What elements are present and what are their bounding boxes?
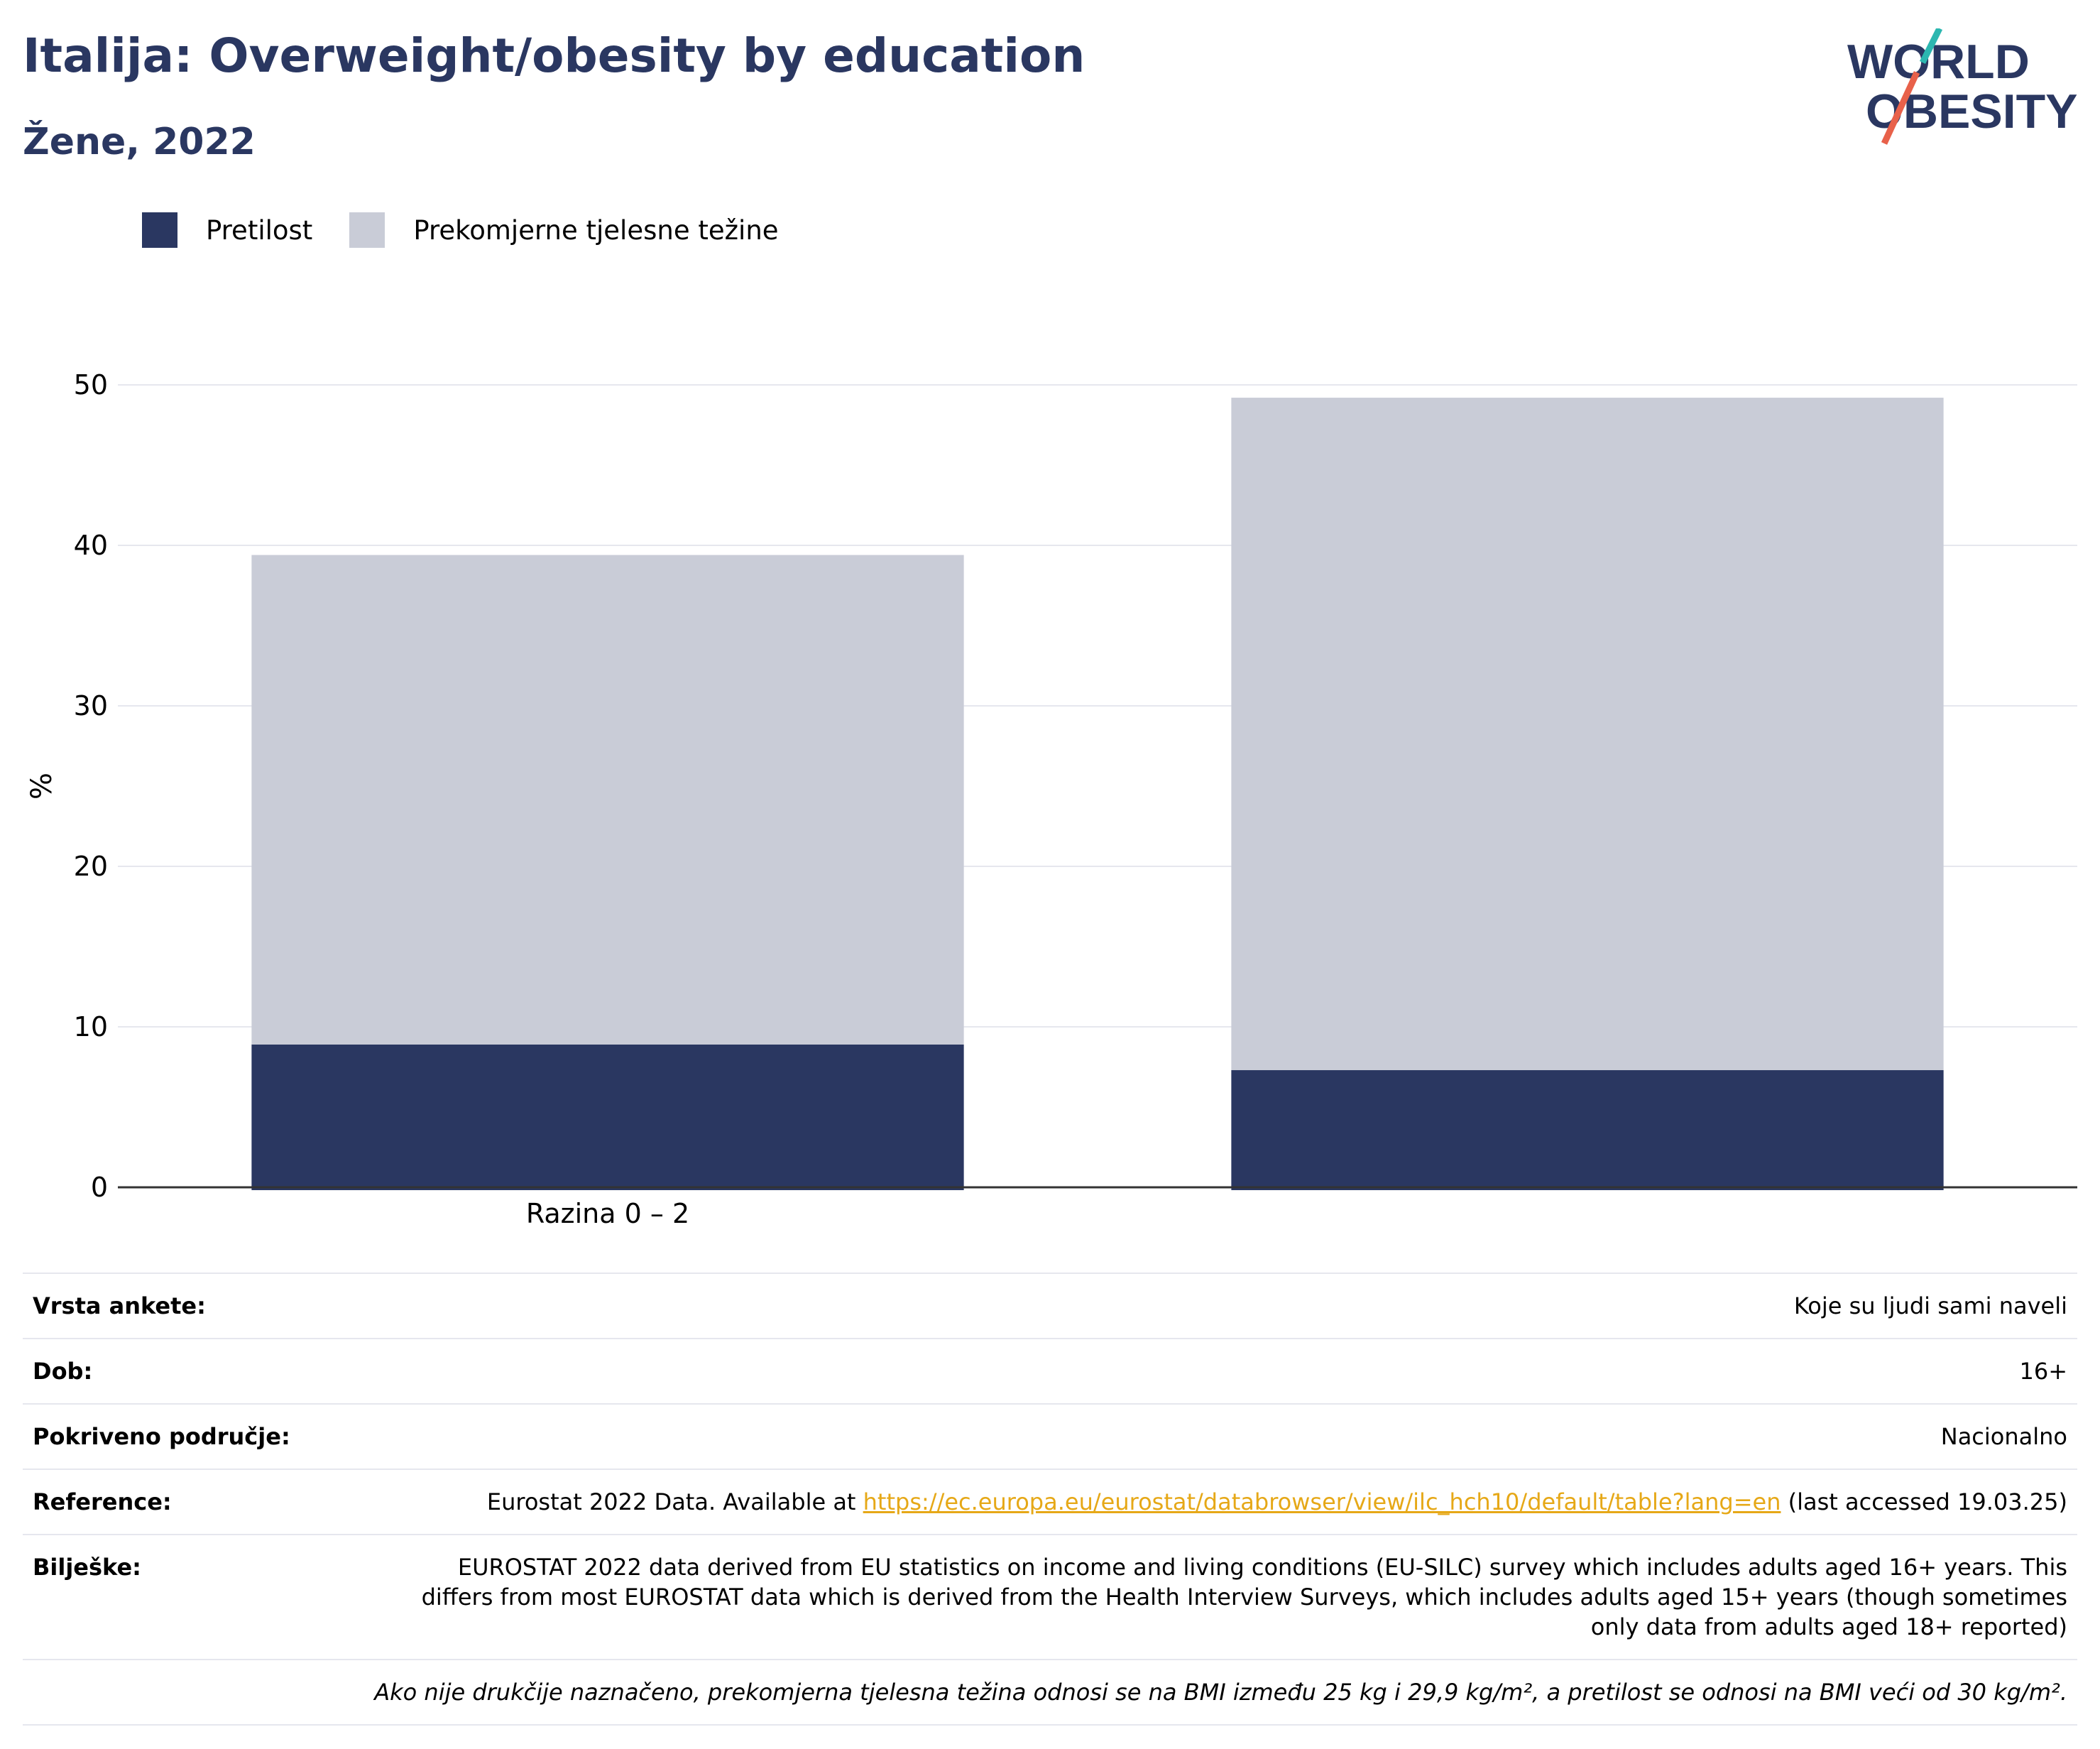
stacked-bar-chart: 0 10 20 30 40 50% Razina 0 – 2: [26, 369, 2077, 1229]
reference-prefix: Eurostat 2022 Data. Available at: [486, 1488, 863, 1515]
bar-obesity-0: [251, 1044, 964, 1190]
meta-value: EUROSTAT 2022 data derived from EU stati…: [421, 1554, 2067, 1640]
page-subtitle: Žene, 2022: [23, 121, 256, 163]
y-tick-label: 30: [74, 690, 108, 721]
x-tick-label: Razina 0 – 2: [526, 1198, 689, 1229]
y-tick-label: 20: [74, 851, 108, 882]
meta-key: Reference:: [33, 1488, 172, 1515]
y-tick-label: 50: [74, 369, 108, 401]
meta-key: Dob:: [33, 1358, 93, 1385]
bar-overweight-1: [1231, 398, 1944, 1071]
y-tick-label: 0: [91, 1172, 108, 1203]
legend-label-obesity: Pretilost: [206, 214, 313, 246]
legend-swatch-overweight: [349, 212, 385, 248]
meta-key: Bilješke:: [33, 1554, 141, 1581]
legend-label-overweight: Prekomjerne tjelesne težine: [413, 214, 779, 246]
y-tick-label: 40: [74, 530, 108, 561]
meta-row-footnote: Ako nije drukčije naznačeno, prekomjerna…: [23, 1660, 2077, 1726]
meta-row-survey-type: Vrsta ankete: Koje su ljudi sami naveli: [23, 1274, 2077, 1339]
bar-overweight-0: [251, 555, 964, 1045]
metadata-table: Vrsta ankete: Koje su ljudi sami naveli …: [23, 1273, 2077, 1726]
y-tick-label: 10: [74, 1011, 108, 1042]
meta-value: Koje su ljudi sami naveli: [1793, 1292, 2067, 1319]
definition-footnote: Ako nije drukčije naznačeno, prekomjerna…: [374, 1679, 2067, 1706]
logo-line-1: WORLD: [1847, 35, 2030, 89]
world-obesity-logo: WORLD OBESITY: [1847, 28, 2078, 145]
logo-slash-teal: [1919, 28, 1943, 65]
chart-legend: Pretilost Prekomjerne tjelesne težine: [142, 212, 816, 249]
legend-swatch-obesity: [142, 212, 177, 248]
meta-row-reference: Reference: Eurostat 2022 Data. Available…: [23, 1470, 2077, 1535]
meta-row-age: Dob: 16+: [23, 1339, 2077, 1405]
meta-row-notes: Bilješke: EUROSTAT 2022 data derived fro…: [23, 1535, 2077, 1660]
meta-key: Pokriveno područje:: [33, 1423, 290, 1450]
meta-value: Nacionalno: [1940, 1423, 2067, 1450]
reference-suffix: (last accessed 19.03.25): [1781, 1488, 2067, 1515]
meta-key: Vrsta ankete:: [33, 1292, 206, 1319]
page-title: Italija: Overweight/obesity by education: [23, 28, 1085, 83]
bar-obesity-1: [1231, 1070, 1944, 1190]
meta-value: Eurostat 2022 Data. Available at https:/…: [402, 1487, 2067, 1517]
logo-slash-red: [1881, 71, 1920, 145]
meta-value: 16+: [2019, 1358, 2067, 1385]
reference-link[interactable]: https://ec.europa.eu/eurostat/databrowse…: [863, 1488, 1781, 1515]
y-axis-label: %: [26, 773, 58, 800]
meta-row-coverage: Pokriveno područje: Nacionalno: [23, 1405, 2077, 1470]
